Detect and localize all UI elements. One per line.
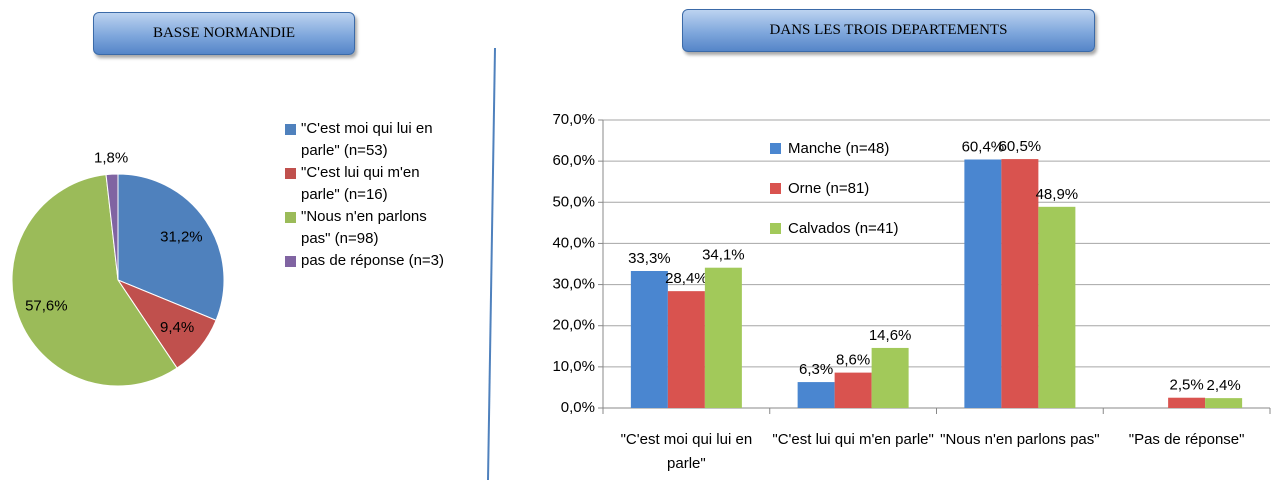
y-tick-label: 70,0% — [552, 111, 595, 128]
legend-swatch — [285, 124, 296, 135]
y-tick-label: 50,0% — [552, 193, 595, 210]
y-tick-label: 10,0% — [552, 358, 595, 375]
legend-label: "C'est moi qui lui en parle" (n=53) — [301, 120, 433, 159]
legend-item: "C'est moi qui lui en parle" (n=53) — [285, 118, 445, 162]
bar-label: 60,5% — [999, 138, 1042, 155]
legend-item: "C'est lui qui m'en parle" (n=16) — [285, 162, 445, 206]
x-tick-label: "Pas de réponse" — [1128, 431, 1245, 448]
legend: "C'est moi qui lui en parle" (n=53) "C'es… — [285, 118, 445, 272]
bar-label: 8,6% — [836, 352, 870, 369]
bar — [1001, 159, 1039, 408]
y-tick-label: 0,0% — [561, 399, 595, 416]
x-tick-label: "C'est moi qui lui en parle" — [620, 431, 753, 472]
x-tick-label: "Nous n'en parlons pas" — [940, 431, 1100, 448]
bar-label: 33,3% — [628, 250, 671, 267]
legend-swatch — [285, 212, 296, 223]
y-tick-label: 30,0% — [552, 276, 595, 293]
y-tick-label: 20,0% — [552, 317, 595, 334]
legend-label: Manche (n=48) — [788, 140, 889, 157]
bar — [1038, 206, 1076, 408]
bar-label: 2,4% — [1207, 377, 1241, 394]
pie-label: 9,4% — [160, 319, 194, 336]
bar-label: 14,6% — [869, 327, 912, 344]
bar — [797, 382, 835, 408]
bar — [704, 267, 742, 408]
bar-label: 48,9% — [1036, 186, 1079, 203]
legend-swatch — [770, 223, 781, 234]
legend-swatch — [285, 256, 296, 267]
legend-label: Calvados (n=41) — [788, 220, 898, 237]
legend-label: Orne (n=81) — [788, 180, 869, 197]
pie-label: 57,6% — [25, 297, 68, 314]
bar-title: DANS LES TROIS DEPARTEMENTS — [682, 9, 1095, 52]
pie-slice — [117, 173, 225, 321]
bar-label: 28,4% — [665, 270, 708, 287]
pie-title: BASSE NORMANDIE — [93, 12, 355, 55]
x-tick-label: "C'est lui qui m'en parle" — [772, 431, 934, 448]
legend-swatch — [770, 183, 781, 194]
bar — [871, 347, 909, 408]
legend-swatch — [285, 168, 296, 179]
bar — [630, 270, 668, 408]
bar-label: 2,5% — [1170, 377, 1204, 394]
bar — [667, 291, 705, 408]
pie-label: 1,8% — [94, 149, 128, 166]
bar-label: 34,1% — [702, 247, 745, 264]
bar — [1168, 397, 1206, 408]
legend-label: "C'est lui qui m'en parle" (n=16) — [301, 164, 420, 203]
legend-label: "Nous n'en parlons pas" (n=98) — [301, 208, 427, 247]
pie-slice — [105, 173, 119, 281]
legend-item: "Nous n'en parlons pas" (n=98) — [285, 206, 445, 250]
pie-slice — [11, 174, 178, 387]
y-tick-label: 60,0% — [552, 152, 595, 169]
bar-label: 60,4% — [962, 138, 1005, 155]
legend-label: pas de réponse (n=3) — [301, 252, 445, 269]
bar — [964, 159, 1002, 408]
divider — [487, 47, 496, 481]
legend-swatch — [770, 143, 781, 154]
pie-label: 31,2% — [160, 228, 203, 245]
bar — [834, 372, 872, 408]
bar — [1205, 398, 1243, 408]
legend-item: pas de réponse (n=3) — [285, 250, 445, 272]
bar-label: 6,3% — [799, 361, 833, 378]
y-tick-label: 40,0% — [552, 234, 595, 251]
